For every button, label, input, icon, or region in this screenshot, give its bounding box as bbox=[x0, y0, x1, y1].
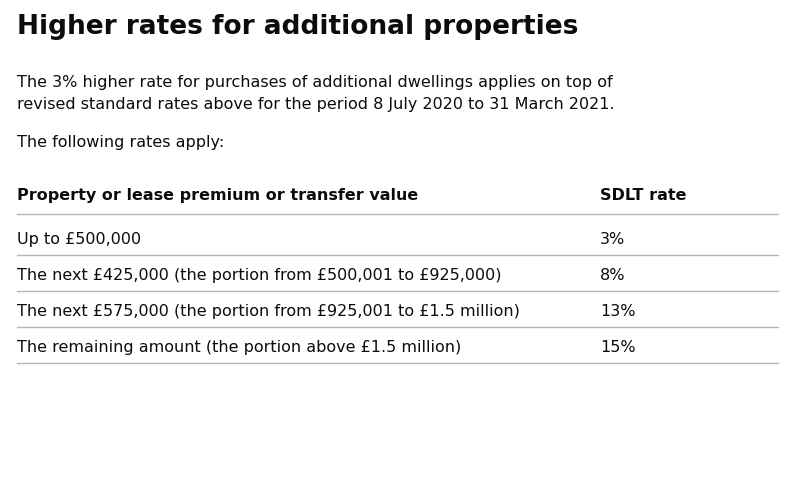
Text: Higher rates for additional properties: Higher rates for additional properties bbox=[17, 14, 579, 40]
Text: 3%: 3% bbox=[600, 232, 626, 247]
Text: The following rates apply:: The following rates apply: bbox=[17, 135, 225, 150]
Text: The 3% higher rate for purchases of additional dwellings applies on top of: The 3% higher rate for purchases of addi… bbox=[17, 75, 613, 90]
Text: SDLT rate: SDLT rate bbox=[600, 188, 687, 203]
Text: revised standard rates above for the period 8 July 2020 to 31 March 2021.: revised standard rates above for the per… bbox=[17, 97, 615, 112]
Text: 8%: 8% bbox=[600, 268, 626, 283]
Text: The next £425,000 (the portion from £500,001 to £925,000): The next £425,000 (the portion from £500… bbox=[17, 268, 502, 283]
Text: Up to £500,000: Up to £500,000 bbox=[17, 232, 142, 247]
Text: The next £575,000 (the portion from £925,001 to £1.5 million): The next £575,000 (the portion from £925… bbox=[17, 304, 521, 319]
Text: 15%: 15% bbox=[600, 340, 636, 355]
Text: 13%: 13% bbox=[600, 304, 636, 319]
Text: Property or lease premium or transfer value: Property or lease premium or transfer va… bbox=[17, 188, 419, 203]
Text: The remaining amount (the portion above £1.5 million): The remaining amount (the portion above … bbox=[17, 340, 462, 355]
